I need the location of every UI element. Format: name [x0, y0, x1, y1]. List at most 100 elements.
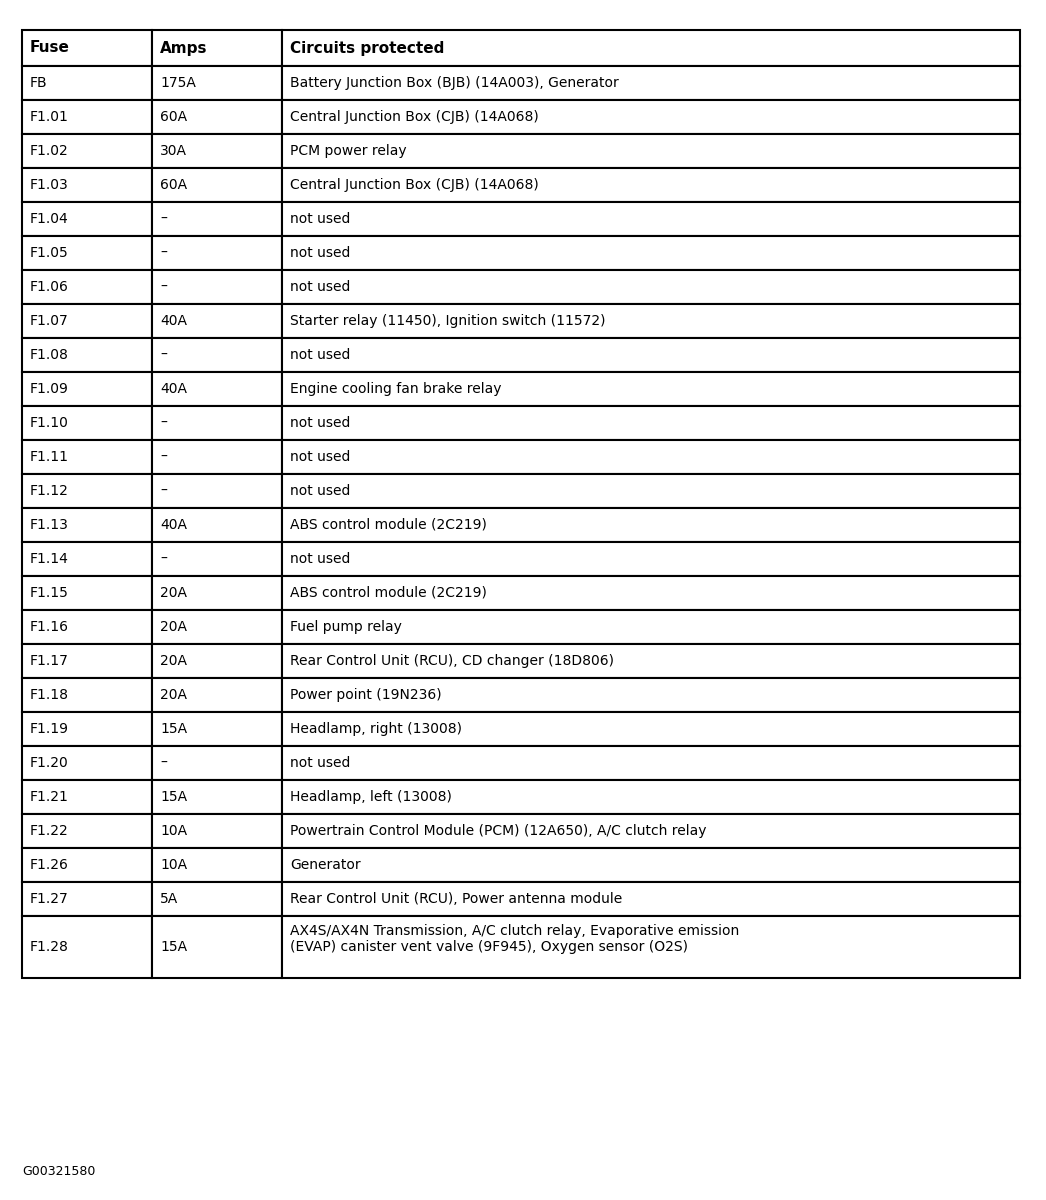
Bar [152, 780, 282, 814]
Bar [22, 814, 152, 848]
Text: 20A: 20A [160, 654, 187, 668]
Bar [282, 916, 1020, 978]
Text: Amps: Amps [160, 41, 207, 55]
Text: FB: FB [30, 76, 48, 90]
Bar [22, 100, 152, 134]
Text: 60A: 60A [160, 110, 187, 124]
Text: Powertrain Control Module (PCM) (12A650), A/C clutch relay: Powertrain Control Module (PCM) (12A650)… [290, 824, 706, 838]
Text: F1.03: F1.03 [30, 178, 69, 192]
Text: F1.04: F1.04 [30, 212, 69, 226]
Bar [22, 916, 152, 978]
Bar [152, 372, 282, 406]
Bar [282, 236, 1020, 270]
Text: F1.18: F1.18 [30, 688, 69, 702]
Bar [22, 712, 152, 746]
Text: F1.09: F1.09 [30, 382, 69, 396]
Text: F1.27: F1.27 [30, 892, 69, 906]
Text: Rear Control Unit (RCU), Power antenna module: Rear Control Unit (RCU), Power antenna m… [290, 892, 622, 906]
Bar [282, 542, 1020, 576]
Text: 40A: 40A [160, 518, 187, 532]
Bar [22, 338, 152, 372]
Text: F1.22: F1.22 [30, 824, 69, 838]
Text: Fuse: Fuse [30, 41, 70, 55]
Bar [22, 848, 152, 882]
Text: 30A: 30A [160, 144, 187, 158]
Bar [152, 916, 282, 978]
Text: –: – [160, 246, 167, 260]
Bar [152, 338, 282, 372]
Text: –: – [160, 416, 167, 430]
Bar [152, 678, 282, 712]
Text: F1.21: F1.21 [30, 790, 69, 804]
Bar [22, 610, 152, 644]
Bar [22, 474, 152, 508]
Bar [282, 440, 1020, 474]
Text: Starter relay (11450), Ignition switch (11572): Starter relay (11450), Ignition switch (… [290, 314, 606, 328]
Text: –: – [160, 348, 167, 362]
Bar [282, 610, 1020, 644]
Text: Generator: Generator [290, 858, 361, 872]
Bar [152, 30, 282, 66]
Text: Battery Junction Box (BJB) (14A003), Generator: Battery Junction Box (BJB) (14A003), Gen… [290, 76, 619, 90]
Text: F1.19: F1.19 [30, 722, 69, 736]
Bar [22, 304, 152, 338]
Bar [22, 270, 152, 304]
Text: 10A: 10A [160, 858, 187, 872]
Text: –: – [160, 552, 167, 566]
Text: 5A: 5A [160, 892, 178, 906]
Bar [152, 712, 282, 746]
Bar [152, 134, 282, 168]
Text: F1.14: F1.14 [30, 552, 69, 566]
Text: not used: not used [290, 212, 350, 226]
Text: 15A: 15A [160, 722, 187, 736]
Text: Rear Control Unit (RCU), CD changer (18D806): Rear Control Unit (RCU), CD changer (18D… [290, 654, 614, 668]
Text: Central Junction Box (CJB) (14A068): Central Junction Box (CJB) (14A068) [290, 110, 539, 124]
Text: F1.01: F1.01 [30, 110, 69, 124]
Text: F1.12: F1.12 [30, 484, 69, 498]
Bar [152, 236, 282, 270]
Text: 15A: 15A [160, 790, 187, 804]
Text: F1.05: F1.05 [30, 246, 69, 260]
Bar [282, 202, 1020, 236]
Bar [22, 372, 152, 406]
Text: Headlamp, right (13008): Headlamp, right (13008) [290, 722, 462, 736]
Text: not used: not used [290, 552, 350, 566]
Text: –: – [160, 484, 167, 498]
Text: F1.28: F1.28 [30, 940, 69, 954]
Bar [282, 406, 1020, 440]
Bar [282, 576, 1020, 610]
Bar [152, 474, 282, 508]
Text: –: – [160, 280, 167, 294]
Bar [22, 440, 152, 474]
Text: 15A: 15A [160, 940, 187, 954]
Text: F1.10: F1.10 [30, 416, 69, 430]
Bar [22, 644, 152, 678]
Text: not used: not used [290, 416, 350, 430]
Text: not used: not used [290, 756, 350, 770]
Text: PCM power relay: PCM power relay [290, 144, 407, 158]
Text: Circuits protected: Circuits protected [290, 41, 445, 55]
Bar [152, 304, 282, 338]
Bar [282, 270, 1020, 304]
Bar [282, 66, 1020, 100]
Text: –: – [160, 212, 167, 226]
Bar [282, 678, 1020, 712]
Bar [152, 542, 282, 576]
Bar [152, 644, 282, 678]
Bar [152, 882, 282, 916]
Bar [282, 304, 1020, 338]
Text: Central Junction Box (CJB) (14A068): Central Junction Box (CJB) (14A068) [290, 178, 539, 192]
Text: 20A: 20A [160, 620, 187, 634]
Bar [282, 30, 1020, 66]
Bar [152, 576, 282, 610]
Text: Engine cooling fan brake relay: Engine cooling fan brake relay [290, 382, 501, 396]
Text: 40A: 40A [160, 314, 187, 328]
Bar [282, 508, 1020, 542]
Text: Power point (19N236): Power point (19N236) [290, 688, 441, 702]
Bar [282, 780, 1020, 814]
Bar [282, 814, 1020, 848]
Bar [22, 168, 152, 202]
Bar [152, 406, 282, 440]
Text: G00321580: G00321580 [22, 1165, 95, 1178]
Bar [282, 712, 1020, 746]
